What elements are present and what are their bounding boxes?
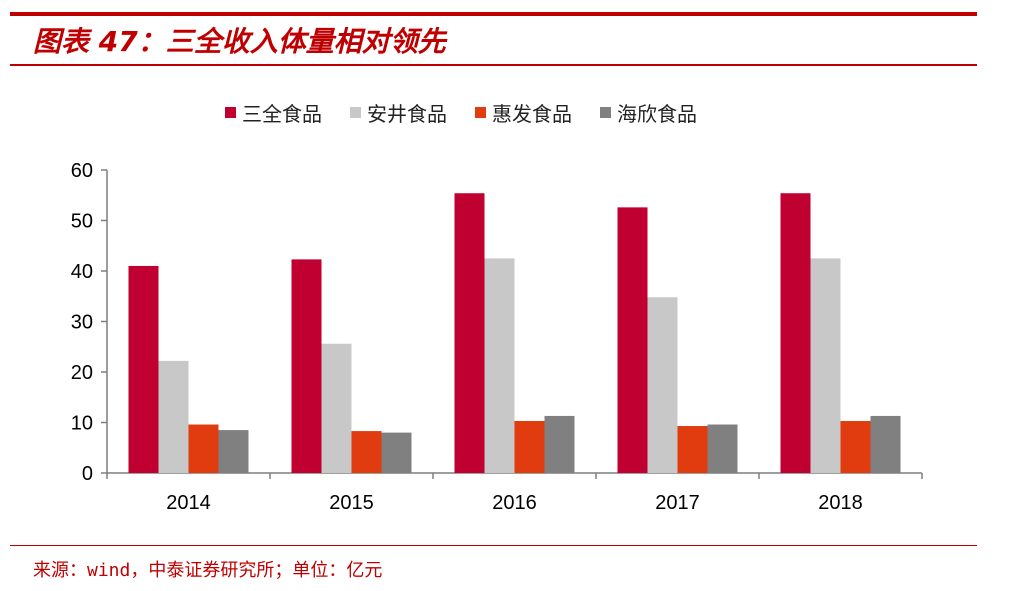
y-tick-label: 50 <box>71 211 93 233</box>
source-rule <box>10 545 977 546</box>
source-note: 来源：wind，中泰证券研究所；单位：亿元 <box>33 560 383 581</box>
legend-item-series-4: 海欣食品 <box>600 98 697 127</box>
legend-swatch <box>225 106 236 118</box>
bar-1 <box>454 193 485 474</box>
legend-item-series-3: 惠发食品 <box>475 98 572 127</box>
x-tick-label: 2015 <box>329 492 374 514</box>
legend-label: 三全食品 <box>242 101 322 126</box>
figure-title: 图表 47：三全收入体量相对领先 <box>33 25 446 58</box>
legend-swatch <box>600 106 611 118</box>
legend-label: 海欣食品 <box>617 101 697 126</box>
y-tick-label: 10 <box>71 413 93 435</box>
bar-2 <box>810 258 841 473</box>
y-tick-label: 0 <box>82 463 93 485</box>
bar-3 <box>351 431 382 473</box>
x-tick-label: 2014 <box>166 492 211 514</box>
legend-label: 安井食品 <box>367 101 447 126</box>
bar-4 <box>218 430 249 473</box>
bar-2 <box>484 258 515 473</box>
bar-4 <box>381 432 412 473</box>
x-tick-label: 2017 <box>655 492 700 514</box>
bar-2 <box>321 343 352 473</box>
bar-3 <box>840 420 871 473</box>
bar-3 <box>677 426 708 473</box>
bar-3 <box>188 424 219 473</box>
bar-1 <box>780 193 811 474</box>
bar-4 <box>707 424 738 473</box>
top-rule <box>10 12 977 16</box>
y-tick-label: 20 <box>71 362 93 384</box>
legend-item-series-2: 安井食品 <box>350 98 447 127</box>
bar-1 <box>128 265 159 473</box>
bar-4 <box>544 415 575 473</box>
bar-3 <box>514 420 545 473</box>
legend-swatch <box>350 106 361 118</box>
title-rule <box>10 64 977 66</box>
bar-1 <box>291 259 322 473</box>
x-tick-label: 2018 <box>818 492 863 514</box>
bar-2 <box>647 297 678 473</box>
legend-swatch <box>475 106 486 118</box>
legend-item-series-1: 三全食品 <box>225 98 322 127</box>
y-tick-label: 30 <box>71 312 93 334</box>
x-tick-label: 2016 <box>492 492 537 514</box>
bar-2 <box>158 360 189 473</box>
y-tick-label: 60 <box>71 160 93 182</box>
bar-1 <box>617 207 648 473</box>
bar-4 <box>870 415 901 473</box>
legend-label: 惠发食品 <box>492 101 572 126</box>
y-tick-label: 40 <box>71 261 93 283</box>
chart-legend: 三全食品 安井食品 惠发食品 海欣食品 <box>225 98 697 126</box>
